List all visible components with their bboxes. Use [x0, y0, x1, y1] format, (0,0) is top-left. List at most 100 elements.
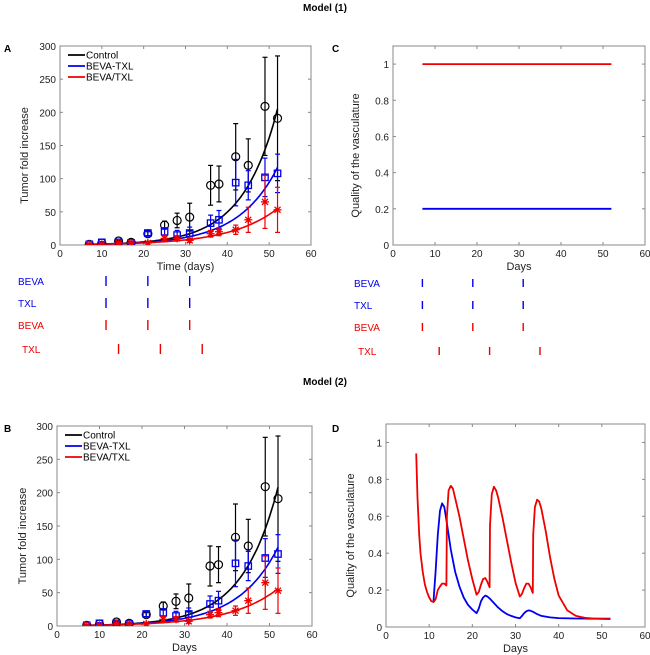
star-stroke	[232, 226, 240, 234]
data-point-beva-txl	[244, 181, 253, 190]
panel-d: D 0 10 20 30 40 50 60 0 0.2 0.4 0.6 0.8 1 Days Quality …	[332, 423, 650, 655]
data-point-beva-concurrent	[261, 578, 270, 587]
x-tick-label: 50	[264, 249, 276, 260]
y-tick-label: 250	[36, 455, 53, 466]
data-point-beva-txl	[231, 178, 240, 187]
x-tick-label: 20	[136, 630, 148, 641]
star-stroke	[261, 579, 269, 587]
star-stroke	[274, 587, 282, 595]
schedule-label-txl: TXL	[358, 347, 377, 358]
panel-c: C 0 10 20 30 40 50 60 0 0.2 0.4 0.6 0.8 1 Days Quality …	[332, 44, 650, 358]
star-stroke	[97, 621, 103, 626]
data-point-beva-txl	[206, 219, 215, 227]
data-point-beva-concurrent	[231, 606, 240, 615]
data-point-control	[260, 101, 270, 111]
schedule-label-txl: TXL	[22, 345, 41, 356]
star-stroke	[206, 611, 214, 619]
data-point-beva-concurrent	[85, 240, 94, 245]
data-point-beva-concurrent	[172, 615, 180, 624]
series-line-seq	[432, 502, 611, 620]
y-tick-label: 50	[42, 589, 54, 600]
data-point-beva-concurrent	[260, 197, 269, 206]
x-tick-label: 10	[429, 249, 441, 260]
panel-b: B 0 10 20 30 40 50 60 0 50 100 150 200 250 300 Days Tumo…	[4, 422, 318, 654]
star-stroke	[274, 206, 281, 214]
legend-label: BEVA/TXL	[83, 453, 130, 464]
legend-label: Control	[86, 51, 118, 62]
data-point-beva-txl	[97, 238, 106, 245]
y-tick-label: 0	[47, 622, 53, 633]
data-point-beva-txl	[142, 610, 151, 618]
star-stroke	[144, 239, 152, 245]
y-axis-label: Quality of the vasculature	[345, 473, 357, 597]
x-tick-label: 20	[138, 249, 150, 260]
y-tick-label: 0.4	[368, 549, 382, 560]
treatment-schedule: BEVA TXL BEVA TXL	[18, 276, 203, 356]
x-tick-label: 30	[180, 249, 192, 260]
data-point-control	[260, 482, 270, 492]
data-point-control	[273, 494, 283, 504]
data-point-beva-txl	[274, 550, 282, 558]
star-stroke	[100, 240, 106, 245]
data-point-beva-concurrent	[244, 596, 253, 605]
y-tick-label: 300	[36, 422, 53, 433]
data-point-beva-txl	[244, 562, 253, 570]
x-tick-label: 30	[510, 631, 522, 642]
panel-letter: D	[332, 424, 339, 435]
star-stroke	[128, 239, 135, 245]
y-tick-label: 150	[36, 522, 53, 533]
plot-frame	[392, 45, 646, 246]
data-point-control	[272, 113, 283, 123]
x-axis-label: Days	[503, 643, 529, 655]
data-point-control	[126, 237, 136, 245]
data-point-beva-txl	[273, 169, 282, 178]
plot-area	[82, 435, 283, 626]
y-tick-label: 150	[39, 142, 56, 153]
data-point-control	[214, 179, 224, 189]
data-point-beva-concurrent	[214, 608, 223, 617]
x-axis-label: Days	[506, 261, 532, 273]
data-point-control	[124, 618, 134, 626]
star-stroke	[207, 230, 215, 238]
y-tick-label: 250	[39, 75, 56, 86]
x-tick-label: 60	[306, 630, 318, 641]
x-tick-label: 0	[57, 249, 63, 260]
data-point-beva-concurrent	[185, 236, 194, 245]
x-tick-label: 50	[597, 249, 609, 260]
fit-curve-control	[86, 487, 279, 626]
star-stroke	[87, 240, 93, 245]
plot-frame	[385, 423, 646, 628]
panel-letter: A	[4, 44, 11, 55]
star-stroke	[173, 234, 181, 242]
data-point-control	[111, 617, 122, 626]
x-tick-label: 30	[179, 630, 191, 641]
x-tick-label: 50	[264, 630, 276, 641]
x-tick-label: 10	[96, 249, 108, 260]
plot-area	[415, 453, 611, 620]
data-point-control	[184, 593, 194, 603]
x-tick-label: 10	[424, 631, 436, 642]
data-point-beva-concurrent	[125, 620, 134, 626]
data-point-beva-concurrent	[273, 205, 282, 214]
schedule-label-beva: BEVA	[18, 277, 44, 288]
schedule-label-txl: TXL	[354, 301, 373, 312]
x-tick-label: 40	[222, 249, 234, 260]
y-tick-label: 50	[45, 208, 57, 219]
y-axis-label: Tumor fold increase	[19, 107, 31, 204]
y-tick-label: 0	[50, 241, 56, 252]
x-tick-label: 60	[305, 249, 317, 260]
data-point-beva-concurrent	[112, 620, 121, 626]
data-point-beva-concurrent	[95, 621, 104, 626]
data-point-control	[171, 596, 181, 606]
y-axis-label: Tumor fold increase	[17, 488, 29, 585]
data-point-beva-concurrent	[244, 215, 253, 224]
panel-letter: B	[4, 424, 11, 435]
y-tick-label: 1	[383, 60, 389, 71]
y-tick-label: 1	[376, 438, 382, 449]
y-tick-label: 100	[39, 175, 56, 186]
x-tick-label: 20	[467, 631, 479, 642]
schedule-label-txl: TXL	[18, 299, 37, 310]
star-stroke	[244, 597, 252, 605]
data-point-beva-txl	[231, 559, 240, 568]
